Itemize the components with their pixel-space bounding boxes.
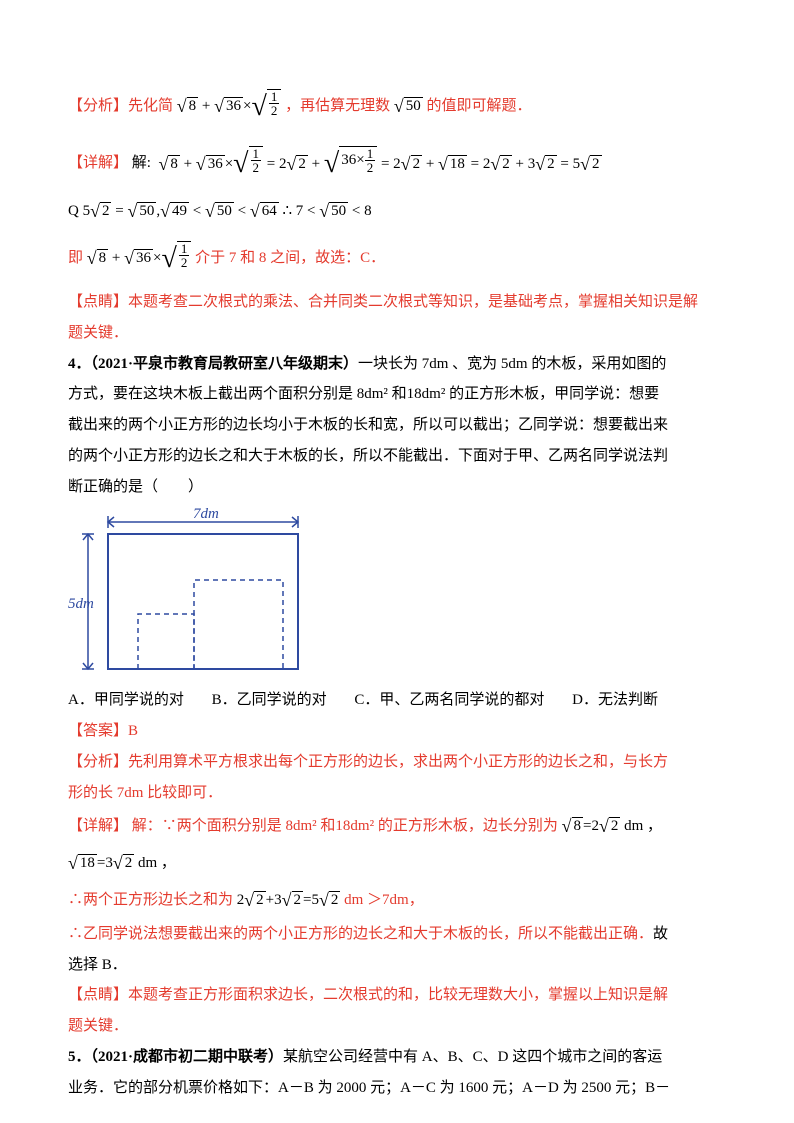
dp4a: 【点睛】本题考查正方形面积求边长，二次根式的和，比较无理数大小，掌握以上知识是解 (68, 980, 726, 1011)
detail-solve-word: 解: (132, 156, 151, 172)
dp4b: 题关键． (68, 1011, 726, 1042)
q4-line4: 的两个小正方形的边长之和大于木板的长，所以不能截出．下面对于甲、乙两名同学说法判 (68, 441, 726, 472)
dianjing-1b: 题关键． (68, 318, 726, 349)
analysis-1-c: 的值即可解题． (427, 98, 532, 114)
conclusion-1-a: 即 (68, 250, 83, 266)
q5-head: 5．（2021·成都市初二期中联考） (68, 1049, 283, 1065)
sum-expr: 2√2+3√2=5√2 (237, 892, 344, 908)
option-c[interactable]: C．甲、乙两名同学说的都对 (354, 685, 544, 716)
conclusion-expr: √8 + √36×√12 (87, 250, 195, 266)
diagram-height-label: 5dm (68, 596, 94, 612)
q4-body1: 一块长为 7dm 、宽为 5dm 的木板，采用如图的 (358, 356, 666, 372)
page-root: 【分析】先化简 √8 + √36×√12 ，再估算无理数 √50 的值即可解题．… (0, 0, 794, 1123)
q4-options: A．甲同学说的对 B．乙同学说的对 C．甲、乙两名同学说的都对 D．无法判断 (68, 685, 726, 716)
q4-line5: 断正确的是（ ） (68, 472, 726, 503)
xj4-mid1: 解：∵两个面积分别是 8dm² 和18dm² (132, 818, 374, 834)
diagram-width-label: 7dm (193, 508, 219, 522)
fx4a: 【分析】先利用算术平方根求出每个正方形的边长，求出两个小正方形的边长之和，与长方 (68, 747, 726, 778)
option-b[interactable]: B．乙同学说的对 (212, 685, 327, 716)
analysis-1-b: ，再估算无理数 (285, 98, 390, 114)
xj4-concl: ∴乙同学说法想要截出来的两个小正方形的边长之和大于木板的长，所以不能截出正确． (68, 926, 653, 942)
option-a[interactable]: A．甲同学说的对 (68, 685, 184, 716)
conclusion-1-b: 介于 7 和 8 之间，故选：C． (195, 250, 385, 266)
fx4b: 形的长 7dm 比较即可． (68, 778, 726, 809)
expr-8-36-half: √8 + √36×√12 (177, 98, 285, 114)
q5-line2: 业务．它的部分机票价格如下：A－B 为 2000 元；A－C 为 1600 元；… (68, 1073, 726, 1104)
q4-line2: 方式，要在这块木板上截出两个面积分别是 8dm² 和18dm² 的正方形木板，甲… (68, 379, 726, 410)
answer-4: 【答案】B (68, 716, 726, 747)
xj4-gu: 故 (653, 926, 668, 942)
conclusion-1: 即 √8 + √36×√12 介于 7 和 8 之间，故选：C． (68, 230, 726, 287)
xj4-label: 【详解】 (68, 818, 128, 834)
board-diagram: 7dm 5dm (68, 508, 303, 683)
xj4-line4: ∴乙同学说法想要截出来的两个小正方形的边长之和大于木板的长，所以不能截出正确．故 (68, 919, 726, 950)
q5-line1: 5．（2021·成都市初二期中联考）某航空公司经营中有 A、B、C、D 这四个城… (68, 1042, 726, 1073)
xj4-line1: 【详解】 解：∵两个面积分别是 8dm² 和18dm² 的正方形木板，边长分别为… (68, 808, 726, 845)
xj4-sum-b: dm ＞7dm， (344, 892, 424, 908)
sqrt50: √50 (394, 98, 423, 114)
xj4-unit1: dm ， (624, 818, 662, 834)
option-d[interactable]: D．无法判断 (572, 685, 658, 716)
xj4-line3: ∴两个正方形边长之和为 2√2+3√2=5√2 dm ＞7dm， (68, 882, 726, 919)
analysis-1-a: 【分析】先化简 (68, 98, 173, 114)
q4-line3: 截出来的两个小正方形的边长均小于木板的长和宽，所以可以截出；乙同学说：想要截出来 (68, 410, 726, 441)
q5-body1: 某航空公司经营中有 A、B、C、D 这四个城市之间的客运 (283, 1049, 662, 1065)
xj4-line5: 选择 B． (68, 950, 726, 981)
xj4-line2: √18=3√2 dm ， (68, 845, 726, 882)
estimate-line: Q 5√2 = √50,√49 < √50 < √64 ∴ 7 < √50 < … (68, 193, 726, 230)
detail-expr: √8 + √36×√12 = 2√2 + √36×12 = 2√2 + √18 … (155, 156, 602, 172)
q4-head: 4．（2021·平泉市教育局教研室八年级期末） (68, 356, 358, 372)
xj4-mid2: 的正方形木板，边长分别为 (378, 818, 558, 834)
detail-1: 【详解】 解: √8 + √36×√12 = 2√2 + √36×12 = 2√… (68, 135, 726, 192)
xj4-unit2: dm ， (138, 855, 176, 871)
detail-label: 【详解】 (68, 156, 128, 172)
sqrt8calc: √8=2√2 (562, 818, 625, 834)
xj4-sum-a: ∴两个正方形边长之和为 (68, 892, 233, 908)
sqrt18calc: √18=3√2 (68, 855, 138, 871)
q4-line1: 4．（2021·平泉市教育局教研室八年级期末）一块长为 7dm 、宽为 5dm … (68, 349, 726, 380)
dianjing-1a: 【点睛】本题考查二次根式的乘法、合并同类二次根式等知识，是基础考点，掌握相关知识… (68, 287, 726, 318)
analysis-1: 【分析】先化简 √8 + √36×√12 ，再估算无理数 √50 的值即可解题． (68, 78, 726, 135)
